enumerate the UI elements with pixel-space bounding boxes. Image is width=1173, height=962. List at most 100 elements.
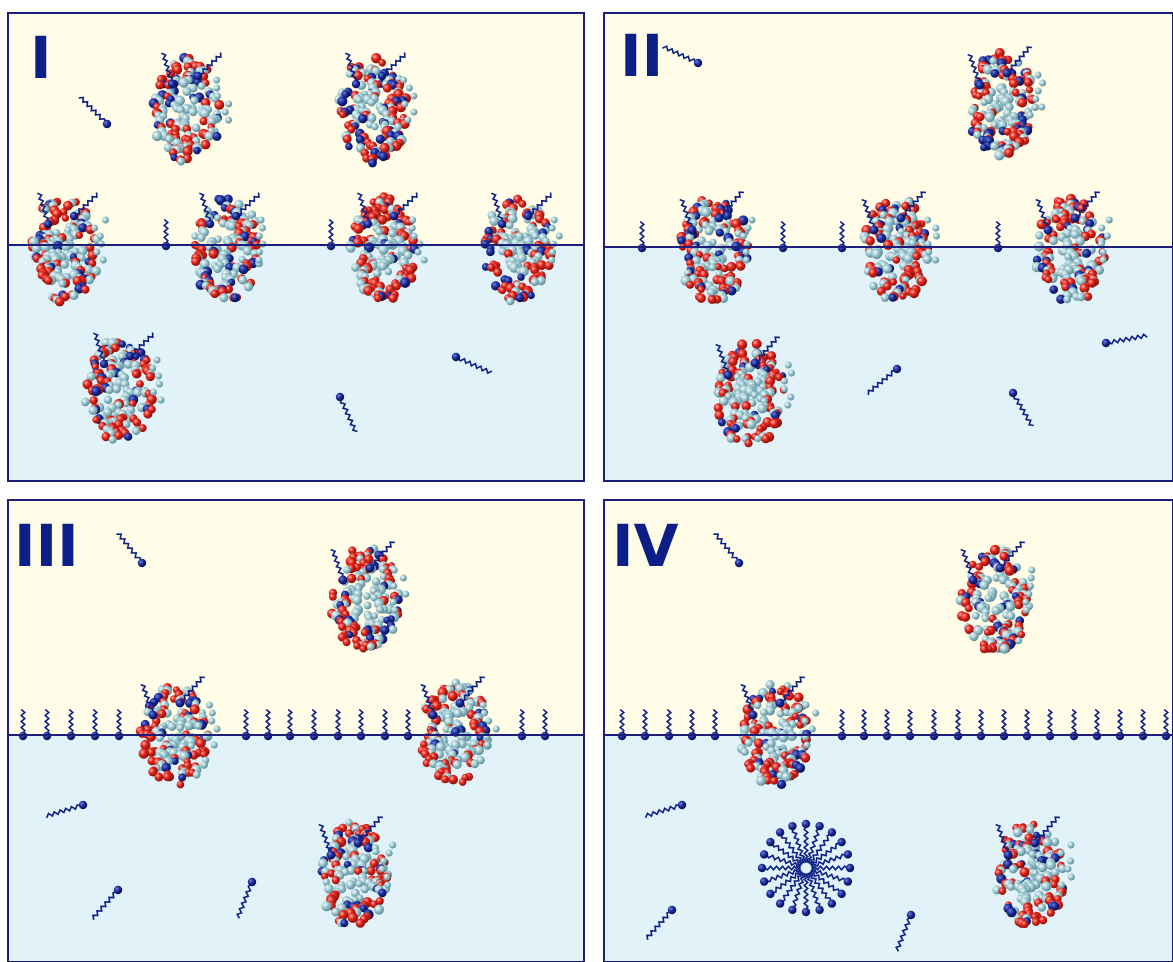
panel-frame: [7, 499, 585, 962]
bound-surfactant: [455, 676, 485, 708]
micelle-surfactant: [810, 837, 846, 867]
bound-surfactant: [420, 683, 438, 720]
protein-at-interface: [1031, 191, 1113, 304]
micelle-surfactant: [810, 863, 855, 873]
bound-surfactant: [995, 541, 1025, 573]
free-surfactant-air: [713, 533, 744, 568]
free-surfactant-water: [92, 885, 123, 921]
bound-surfactant: [1030, 816, 1060, 848]
protein-at-interface: [417, 676, 500, 786]
water-phase: [8, 735, 584, 962]
bound-surfactant: [715, 343, 733, 380]
micelle-surfactant: [805, 873, 824, 915]
protein-at-interface: [27, 192, 109, 307]
bound-surfactant: [69, 192, 98, 221]
panel-iii: III: [7, 499, 585, 962]
micelle: [757, 819, 855, 917]
bound-surfactant: [125, 332, 154, 361]
protein-at-interface: [480, 192, 563, 306]
panel-frame: [603, 499, 1173, 962]
bound-surfactant: [140, 683, 158, 720]
protein-at-interface: [676, 191, 756, 304]
free-surfactant-water: [895, 910, 916, 952]
bound-surfactant: [960, 548, 978, 585]
micelle-surfactant: [808, 828, 837, 865]
protein-in-water: [992, 816, 1075, 929]
panel-frame: [7, 12, 585, 482]
bound-surfactant: [231, 192, 260, 221]
bound-surfactant: [175, 676, 205, 708]
bound-surfactant: [490, 192, 507, 229]
free-surfactant-air: [78, 96, 112, 129]
bound-surfactant: [750, 336, 780, 368]
protein-in-water: [713, 336, 795, 448]
free-surfactant-water: [1008, 388, 1034, 427]
free-surfactant-water: [867, 364, 902, 395]
bound-surfactant: [318, 823, 336, 860]
bound-surfactant: [160, 52, 177, 89]
panel-i: I: [7, 12, 585, 482]
panel-label: IV: [612, 512, 679, 580]
bound-surfactant: [861, 198, 879, 235]
panel-frame: [603, 12, 1173, 482]
bound-surfactant: [377, 52, 406, 81]
micelle-surfactant: [757, 863, 802, 873]
bound-surfactant: [344, 52, 361, 89]
micelle-surfactant: [811, 850, 853, 869]
bound-surfactant: [740, 683, 758, 720]
bound-surfactant: [775, 676, 805, 708]
panel-label: II: [620, 22, 663, 90]
protein-in-air: [334, 52, 418, 168]
micelle-surfactant: [801, 819, 811, 864]
bound-surfactant: [995, 823, 1013, 860]
free-surfactant-water: [644, 800, 687, 819]
micelle-surfactant: [788, 821, 807, 863]
micelle-surfactant: [810, 867, 853, 886]
bound-surfactant: [523, 192, 552, 221]
panel-label: I: [30, 24, 52, 92]
protein-in-air: [967, 46, 1047, 161]
bound-surfactant: [36, 192, 53, 229]
water-phase: [604, 735, 1173, 962]
air-phase: [8, 13, 584, 245]
air-phase: [8, 500, 584, 735]
micelle-surfactant: [766, 837, 803, 866]
bound-surfactant: [92, 332, 109, 369]
protein-at-interface: [345, 192, 428, 303]
free-surfactant-water: [646, 905, 677, 941]
micelle-surfactant: [805, 821, 824, 864]
free-surfactant-water: [451, 352, 493, 375]
micelle-surfactant: [801, 872, 811, 917]
micelle-surfactant: [809, 870, 846, 899]
bound-surfactant: [356, 192, 373, 229]
micelle-surfactant: [788, 872, 807, 915]
bound-surfactant: [1035, 198, 1053, 235]
free-surfactant-air: [662, 45, 703, 68]
bound-surfactant: [365, 541, 395, 573]
panel-label: III: [14, 512, 79, 580]
protein-in-air: [148, 52, 233, 166]
free-surfactant-water: [45, 800, 88, 819]
micelle-surfactant: [775, 871, 804, 908]
free-surfactant-water: [236, 877, 257, 919]
protein-at-interface: [135, 676, 221, 789]
protein-in-water: [80, 332, 165, 444]
bound-surfactant: [967, 53, 985, 90]
panel-ii: II: [603, 12, 1173, 482]
panel-iv: IV: [603, 499, 1173, 962]
bound-surfactant: [679, 198, 697, 235]
bound-surfactant: [714, 191, 744, 223]
micelle-surfactant: [775, 828, 805, 864]
free-surfactant-water: [1101, 333, 1148, 348]
free-surfactant-water: [335, 392, 358, 433]
bound-surfactant: [1070, 191, 1100, 223]
free-surfactant-air: [116, 533, 147, 568]
protein-at-interface: [859, 191, 940, 302]
bound-surfactant: [1002, 46, 1032, 78]
micelle-surfactant: [759, 867, 801, 886]
bound-surfactant: [198, 192, 215, 229]
protein-in-water: [317, 816, 397, 928]
micelle-surfactant: [759, 850, 802, 869]
